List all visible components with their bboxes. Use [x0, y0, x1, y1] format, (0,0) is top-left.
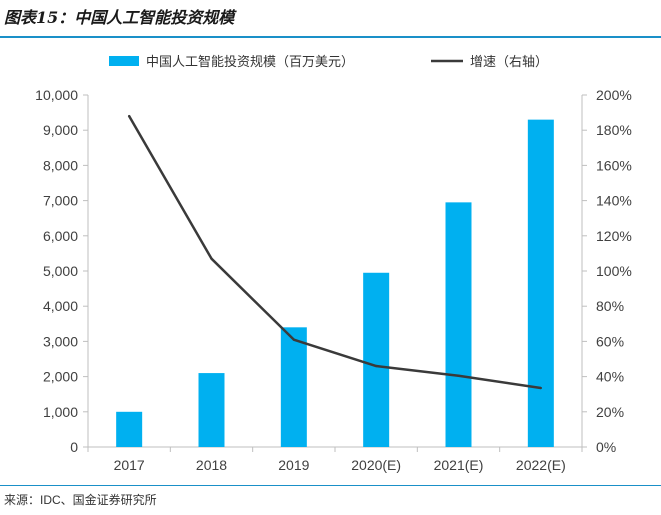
y-left-tick-label: 3,000	[43, 333, 78, 349]
y-right-tick-label: 100%	[596, 263, 632, 279]
y-left-tick-label: 1,000	[43, 404, 78, 420]
growth-point	[127, 114, 131, 118]
bar	[445, 202, 472, 447]
y-left-tick-label: 7,000	[43, 193, 78, 209]
bar	[116, 411, 143, 447]
legend-bar-label: 中国人工智能投资规模（百万美元）	[146, 54, 354, 69]
x-tick-label: 2022(E)	[516, 457, 566, 473]
bar	[363, 272, 390, 447]
y-right-tick-label: 80%	[596, 298, 624, 314]
y-left-tick-label: 6,000	[43, 228, 78, 244]
growth-point	[210, 257, 213, 260]
legend: 中国人工智能投资规模（百万美元） 增速（右轴）	[109, 54, 548, 69]
bar-series	[116, 119, 554, 447]
growth-point	[374, 364, 378, 368]
y-right-tick-label: 140%	[596, 193, 632, 209]
y-right-tick-label: 60%	[596, 333, 624, 349]
growth-point	[457, 374, 460, 377]
y-left-tick-label: 0	[70, 439, 78, 455]
figure-title: 图表15：中国人工智能投资规模	[4, 8, 235, 27]
y-left-tick-label: 10,000	[35, 87, 78, 103]
bar	[198, 373, 225, 447]
footer-rule	[0, 485, 661, 486]
header-rule	[0, 36, 661, 38]
x-tick-label: 2020(E)	[351, 457, 401, 473]
growth-point	[539, 386, 543, 390]
y-left-tick-label: 9,000	[43, 122, 78, 138]
line-series	[127, 114, 543, 390]
bar	[280, 327, 307, 447]
y-left-tick-label: 8,000	[43, 157, 78, 173]
growth-point	[292, 338, 296, 341]
legend-line-label: 增速（右轴）	[470, 54, 548, 69]
x-tick-label: 2019	[278, 457, 309, 473]
legend-bar-swatch	[109, 56, 139, 66]
y-left-tick-label: 2,000	[43, 369, 78, 385]
growth-line	[128, 115, 542, 390]
y-right-tick-label: 40%	[596, 369, 624, 385]
y-right-tick-label: 180%	[596, 122, 632, 138]
y-right-tick-label: 200%	[596, 87, 632, 103]
bar	[527, 119, 554, 447]
y-right-tick-label: 20%	[596, 404, 624, 420]
y-right-tick-label: 0%	[596, 439, 616, 455]
y-right-tick-label: 120%	[596, 228, 632, 244]
y-right-tick-label: 160%	[596, 157, 632, 173]
axes: 0 1,000 2,000 3,000 4,000 5,000 6,000 7,000 8,00…	[35, 87, 632, 473]
source-note: 来源：IDC、国金证券研究所	[4, 493, 157, 507]
x-tick-label: 2017	[114, 457, 145, 473]
x-tick-label: 2018	[196, 457, 227, 473]
x-tick-label: 2021(E)	[434, 457, 484, 473]
y-left-tick-label: 4,000	[43, 298, 78, 314]
y-left-tick-label: 5,000	[43, 263, 78, 279]
